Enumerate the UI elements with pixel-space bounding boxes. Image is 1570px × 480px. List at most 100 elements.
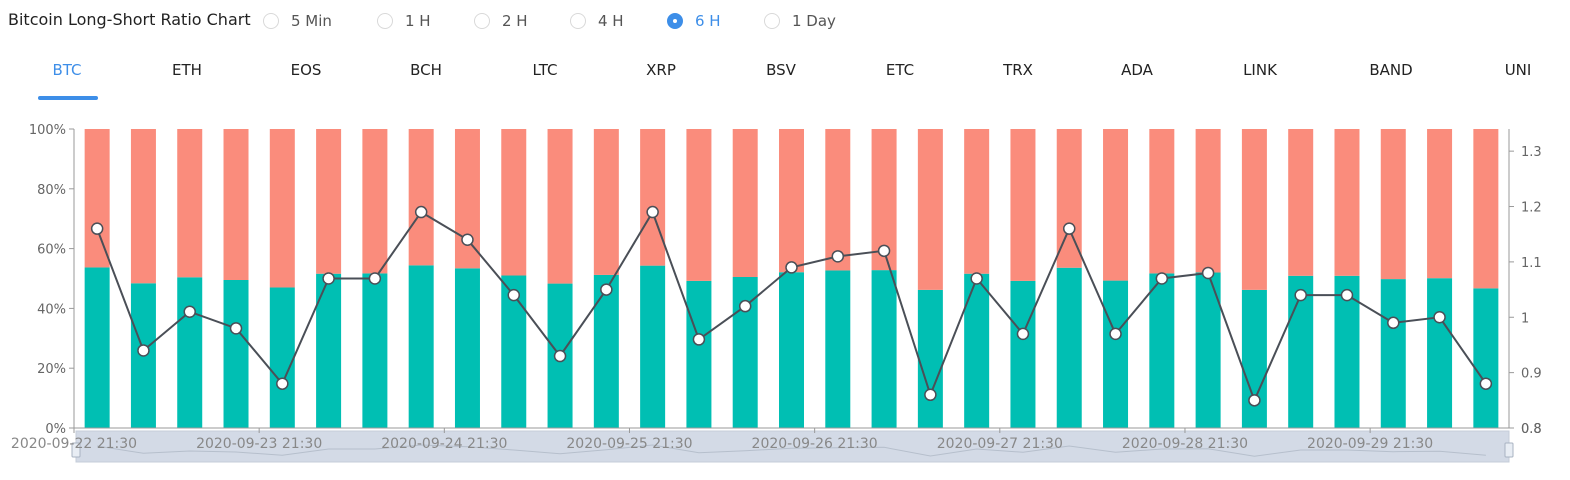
tab-eos[interactable]: EOS [290,61,322,79]
short-bar[interactable] [1288,129,1314,276]
long-bar[interactable] [871,270,897,428]
ratio-point[interactable] [877,244,891,258]
tab-eth[interactable]: ETH [172,61,202,79]
short-bar[interactable] [1149,129,1175,274]
ratio-point[interactable] [1433,311,1446,324]
ratio-point[interactable] [137,344,150,357]
timeframe-5min-radio[interactable]: 5 Min [263,10,332,32]
long-bar[interactable] [1380,279,1406,428]
tab-btc[interactable]: BTC [52,61,82,79]
tab-xrp[interactable]: XRP [646,61,676,79]
ratio-point[interactable] [1062,222,1076,235]
ratio-point[interactable] [1294,288,1307,302]
short-bar[interactable] [501,129,527,276]
ratio-point[interactable] [831,250,845,263]
ratio-point[interactable] [785,261,798,274]
long-bar[interactable] [593,274,619,428]
range-slider[interactable] [75,430,1510,463]
long-bar[interactable] [1149,273,1175,428]
ratio-point[interactable] [368,272,382,285]
slider-right-handle[interactable] [1504,442,1514,458]
long-bar[interactable] [640,265,666,428]
timeframe-1day-radio[interactable]: 1 Day [764,10,836,32]
short-bar[interactable] [316,129,342,274]
short-bar[interactable] [1195,129,1221,273]
ratio-point[interactable] [507,288,521,302]
short-bar[interactable] [964,129,990,274]
short-bar[interactable] [732,129,758,278]
long-bar[interactable] [1103,280,1129,428]
short-bar[interactable] [177,129,203,278]
tab-etc[interactable]: ETC [885,61,915,79]
short-bar[interactable] [269,129,295,288]
short-bar[interactable] [640,129,666,266]
long-bar[interactable] [454,268,480,428]
ratio-point[interactable] [1248,394,1261,407]
tab-uni[interactable]: UNI [1504,61,1532,79]
ratio-point[interactable] [1016,327,1030,341]
ratio-point[interactable] [1155,272,1169,285]
tab-bch[interactable]: BCH [410,61,442,79]
short-bar[interactable] [917,129,943,290]
short-bar[interactable] [593,129,619,275]
timeframe-6h-radio[interactable]: 6 H [667,10,721,32]
short-bar[interactable] [1334,129,1360,276]
ratio-point[interactable] [553,349,567,363]
tab-ada[interactable]: ADA [1121,61,1153,79]
tab-ltc[interactable]: LTC [532,61,558,79]
tab-link[interactable]: LINK [1243,61,1277,79]
ratio-point[interactable] [1201,266,1215,280]
ratio-point[interactable] [1479,377,1493,390]
long-bar[interactable] [1056,267,1082,428]
ratio-point[interactable] [1340,288,1354,302]
timeframe-4h-radio[interactable]: 4 H [570,10,624,32]
short-bar[interactable] [1241,129,1267,290]
long-bar[interactable] [779,272,804,428]
short-bar[interactable] [362,129,388,274]
short-bar[interactable] [1473,129,1499,289]
long-bar[interactable] [84,267,110,428]
short-bar[interactable] [454,129,480,269]
long-bar[interactable] [362,273,388,428]
short-bar[interactable] [547,129,573,284]
long-bar[interactable] [686,280,712,428]
short-bar[interactable] [1010,129,1036,281]
ratio-point[interactable] [600,283,613,296]
short-bar[interactable] [1427,129,1453,279]
ratio-point[interactable] [1109,327,1122,341]
tab-bsv[interactable]: BSV [766,61,796,79]
ratio-point[interactable] [90,222,104,235]
long-bar[interactable] [1427,278,1453,428]
ratio-point[interactable] [183,305,196,318]
tab-band[interactable]: BAND [1369,61,1413,79]
ratio-point[interactable] [738,299,752,313]
short-bar[interactable] [223,129,249,280]
long-bar[interactable] [825,270,851,428]
short-bar[interactable] [1380,129,1406,280]
long-bar[interactable] [1241,289,1267,428]
timeframe-2h-radio[interactable]: 2 H [474,10,528,32]
timeframe-1h-radio[interactable]: 1 H [377,10,431,32]
ratio-point[interactable] [461,233,474,246]
long-bar[interactable] [177,277,203,428]
long-bar[interactable] [223,279,249,428]
ratio-point[interactable] [646,205,659,219]
long-bar[interactable] [1010,280,1036,428]
ratio-point[interactable] [322,272,335,285]
ratio-point[interactable] [970,272,983,285]
short-bar[interactable] [408,129,434,266]
short-bar[interactable] [1103,129,1129,281]
tab-trx[interactable]: TRX [1003,61,1033,79]
slider-left-handle[interactable] [71,442,81,458]
short-bar[interactable] [84,129,110,268]
long-bar[interactable] [964,273,990,428]
ratio-point[interactable] [229,322,243,335]
short-bar[interactable] [130,129,156,284]
long-bar[interactable] [1473,288,1499,428]
long-bar[interactable] [408,265,434,428]
long-bar[interactable] [917,289,943,428]
short-bar[interactable] [686,129,712,281]
long-bar[interactable] [269,287,295,428]
short-bar[interactable] [1056,129,1082,268]
short-bar[interactable] [779,129,804,273]
